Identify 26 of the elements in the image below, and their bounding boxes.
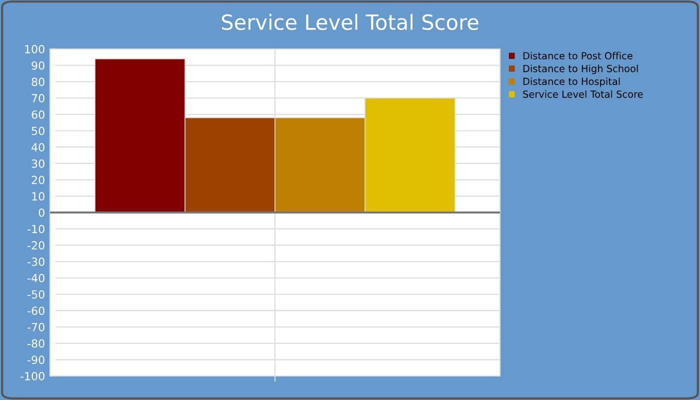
y-tick-label: 10: [32, 192, 44, 201]
y-tick-label: 90: [32, 61, 44, 70]
legend-label: Service Level Total Score: [523, 90, 643, 98]
legend-label: Distance to Post Office: [523, 52, 632, 60]
legend-label: Distance to Hospital: [523, 78, 620, 87]
y-tick-label: 60: [32, 110, 44, 119]
y-tick-label: -30: [28, 258, 44, 266]
y-tick-label: 30: [32, 159, 44, 168]
y-tick-label: 20: [32, 176, 44, 184]
y-tick-label: -60: [28, 306, 44, 315]
y-tick-label: 80: [32, 78, 44, 86]
y-tick-label: -90: [28, 356, 44, 364]
y-tick-label: 0: [38, 208, 44, 217]
chart-title: Service Level Total Score: [222, 14, 478, 30]
y-tick-label: -40: [28, 274, 44, 282]
y-tick-label: -50: [28, 290, 44, 299]
y-tick-label: -10: [28, 224, 44, 234]
y-tick-label: 100: [25, 44, 44, 54]
y-tick-label: -100: [20, 372, 44, 380]
legend-label: Distance to High School: [523, 64, 638, 74]
y-tick-label: 70: [32, 94, 44, 102]
y-tick-label: -80: [28, 339, 44, 348]
y-tick-label: 40: [32, 143, 44, 152]
y-tick-label: -70: [28, 322, 44, 332]
y-tick-label: -20: [28, 241, 44, 250]
y-tick-label: 50: [32, 126, 44, 136]
